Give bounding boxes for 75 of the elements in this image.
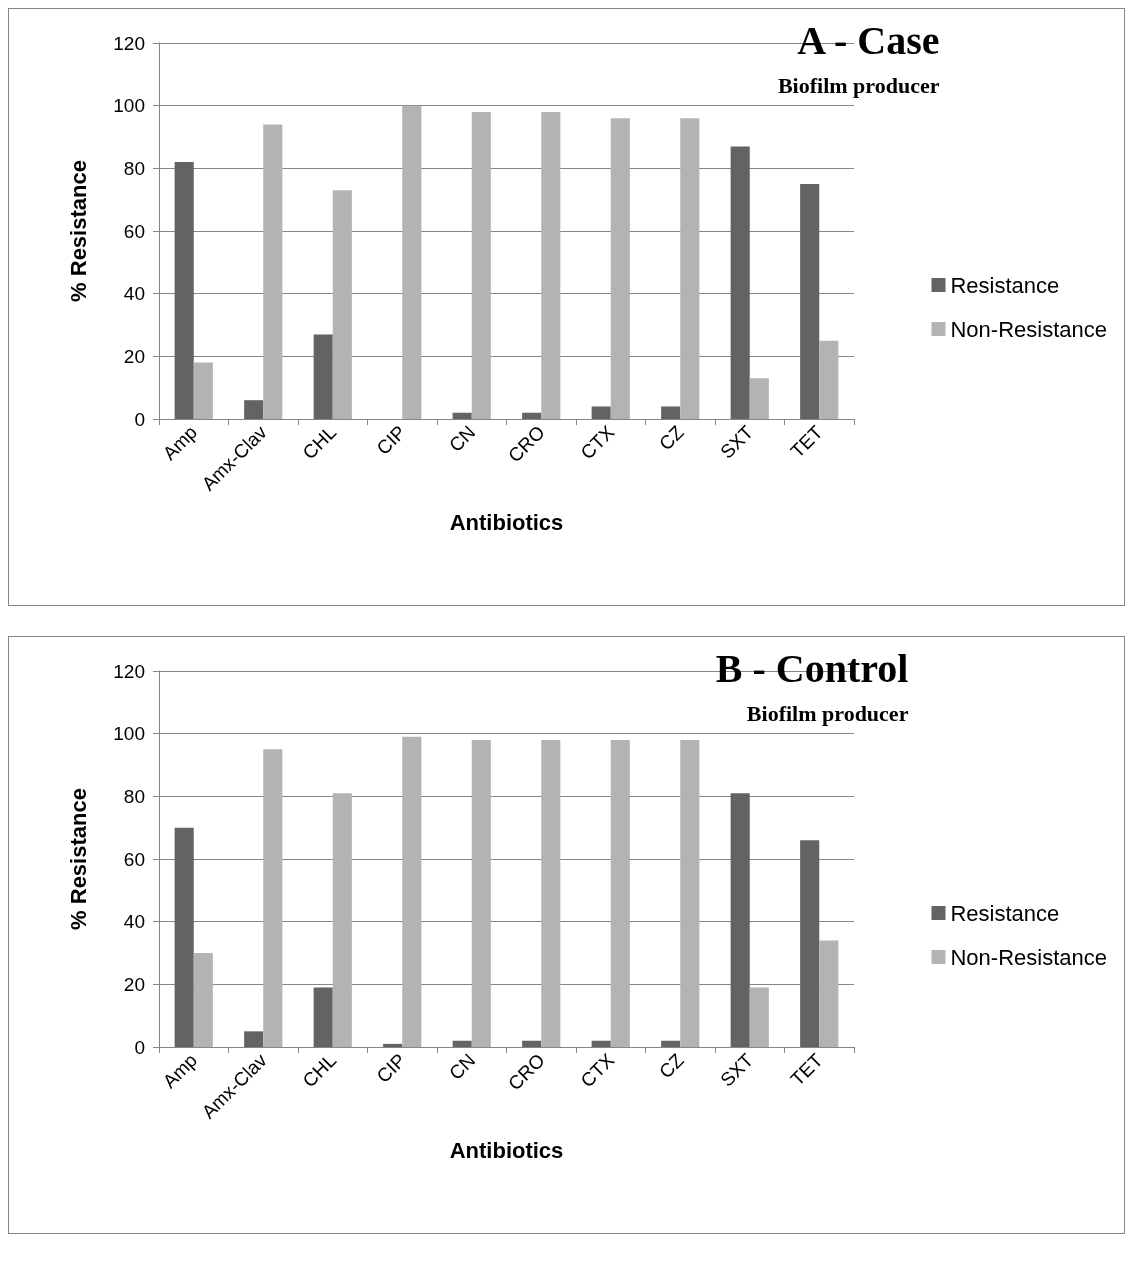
x-tick-label: CIP	[372, 421, 410, 459]
bar	[313, 334, 333, 419]
x-tick-label: TET	[786, 421, 827, 462]
x-tick-label: CHL	[298, 421, 341, 464]
bar	[819, 940, 839, 1047]
chart-title: A - Case	[797, 17, 940, 63]
y-tick-label: 40	[123, 911, 145, 933]
bar	[730, 793, 750, 1047]
legend-label: Non-Resistance	[950, 944, 1107, 970]
x-axis-title: Antibiotics	[449, 509, 564, 535]
legend-label: Non-Resistance	[950, 316, 1107, 342]
x-tick-label: CN	[444, 421, 480, 456]
bar	[452, 1040, 472, 1047]
bar	[800, 840, 820, 1047]
bar	[244, 1031, 264, 1047]
text: Biofilm producer	[777, 72, 940, 98]
legend-label: Resistance	[950, 900, 1060, 926]
bar	[471, 739, 491, 1047]
bar	[819, 340, 839, 419]
x-tick-label: TET	[786, 1049, 827, 1090]
bar	[452, 412, 472, 419]
bar	[522, 1040, 542, 1047]
bar	[402, 105, 422, 419]
bar	[263, 749, 283, 1047]
y-axis-title: % Resistance	[65, 160, 91, 302]
bar	[591, 406, 611, 419]
y-tick-label: 120	[113, 660, 145, 682]
y-tick-label: 120	[113, 32, 145, 54]
bar	[541, 111, 561, 419]
y-axis-title: % Resistance	[65, 788, 91, 930]
bar	[680, 739, 700, 1047]
bar	[661, 406, 681, 419]
y-tick-label: 100	[113, 95, 145, 117]
bar	[591, 1040, 611, 1047]
y-tick-label: 60	[123, 848, 145, 870]
bar	[174, 827, 194, 1047]
bar	[661, 1040, 681, 1047]
x-tick-label: CZ	[654, 421, 688, 455]
y-tick-label: 60	[123, 220, 145, 242]
bar	[610, 739, 630, 1047]
bar	[244, 400, 264, 419]
y-tick-label: 0	[134, 1036, 145, 1058]
bar	[541, 739, 561, 1047]
chart-title: B - Control	[715, 645, 909, 691]
x-tick-label: CZ	[654, 1049, 688, 1083]
y-tick-label: 0	[134, 408, 145, 430]
bar	[680, 118, 700, 419]
bar	[193, 953, 213, 1047]
x-tick-label: CN	[444, 1049, 480, 1084]
bar	[383, 1043, 403, 1047]
bar	[730, 146, 750, 419]
y-tick-label: 100	[113, 723, 145, 745]
bar	[749, 378, 769, 419]
bar	[313, 987, 333, 1047]
y-tick-label: 20	[123, 973, 145, 995]
y-tick-label: 80	[123, 785, 145, 807]
bar	[610, 118, 630, 419]
y-tick-label: 40	[123, 283, 145, 305]
bar	[332, 793, 352, 1047]
y-tick-label: 80	[123, 157, 145, 179]
bar	[402, 736, 422, 1047]
x-tick-label: CIP	[372, 1049, 410, 1087]
x-axis-title: Antibiotics	[449, 1137, 564, 1163]
y-tick-label: 20	[123, 345, 145, 367]
bar	[749, 987, 769, 1047]
bar	[332, 190, 352, 419]
legend-label: Resistance	[950, 272, 1060, 298]
bar	[800, 184, 820, 419]
bar	[471, 111, 491, 419]
x-tick-label: CHL	[298, 1049, 341, 1092]
text: Biofilm producer	[746, 700, 909, 726]
bar	[174, 162, 194, 419]
bar	[263, 124, 283, 419]
bar	[522, 412, 542, 419]
bar	[193, 362, 213, 419]
